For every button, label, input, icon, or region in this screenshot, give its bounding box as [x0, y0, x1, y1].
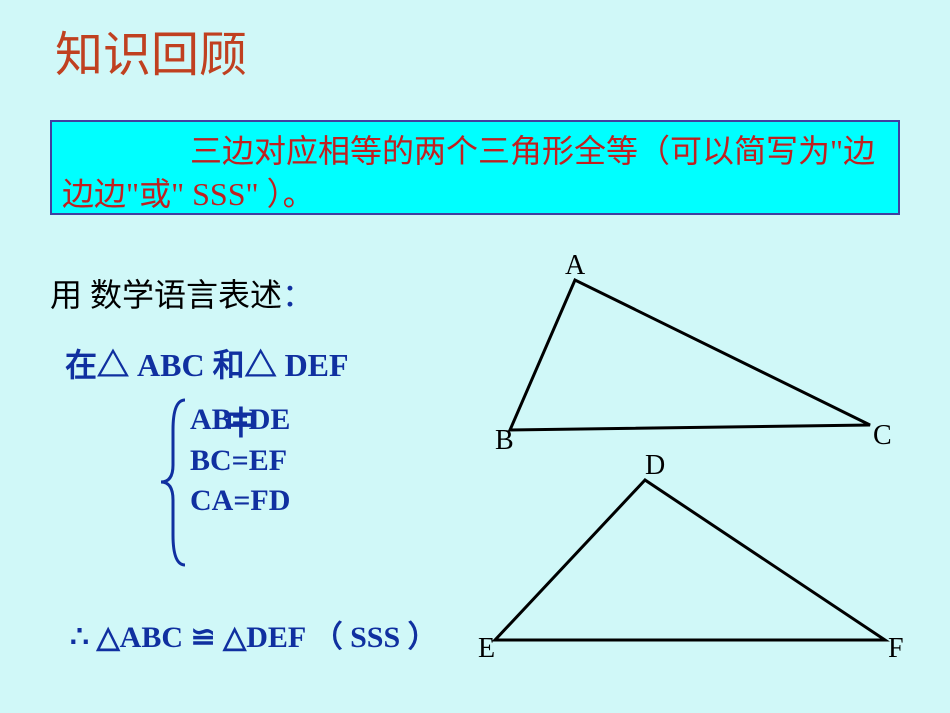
- math-intro: 在△ ABC 和△ DEF: [65, 340, 349, 392]
- vertex-a: A: [565, 250, 585, 282]
- brace-icon: [155, 395, 195, 570]
- subtitle-prefix: 用 数学语言表述: [50, 277, 282, 313]
- vertex-d: D: [645, 450, 665, 482]
- triangle-def-svg: [475, 465, 915, 665]
- theorem-text: 三边对应相等的两个三角形全等（可以简写为"边边边"或" SSS" ）。: [62, 133, 875, 212]
- conclusion-abc: ABC: [120, 621, 191, 654]
- page-title: 知识回顾: [55, 15, 247, 85]
- condition-1: AB=DE: [190, 400, 290, 441]
- conclusion-def: DEF （ SSS ）: [246, 621, 437, 654]
- vertex-e: E: [478, 633, 495, 665]
- triangle-symbol-2: △: [223, 620, 246, 655]
- triangle-abc: A B C: [490, 265, 910, 460]
- condition-2: BC=EF: [190, 441, 290, 482]
- triangle-abc-svg: [490, 265, 910, 455]
- condition-3: CA=FD: [190, 481, 290, 522]
- subtitle: 用 数学语言表述：: [50, 270, 314, 316]
- theorem-box: 三边对应相等的两个三角形全等（可以简写为"边边边"或" SSS" ）。: [50, 120, 900, 215]
- congruent-symbol: ≌: [191, 621, 224, 654]
- conclusion: ∴ △ABC ≌ △ DEF （ SSS ）: [70, 612, 438, 656]
- vertex-f: F: [888, 633, 904, 665]
- vertex-b: B: [495, 425, 514, 457]
- math-intro-line: 在△ ABC 和△ DEF: [65, 340, 349, 386]
- subtitle-colon: ：: [282, 277, 314, 313]
- triangle-symbol-1: △: [97, 620, 120, 655]
- conditions-block: AB=DE BC=EF CA=FD: [190, 400, 290, 522]
- vertex-c: C: [873, 420, 892, 452]
- triangle-def: D E F: [475, 465, 915, 670]
- therefore-symbol: ∴: [70, 621, 97, 654]
